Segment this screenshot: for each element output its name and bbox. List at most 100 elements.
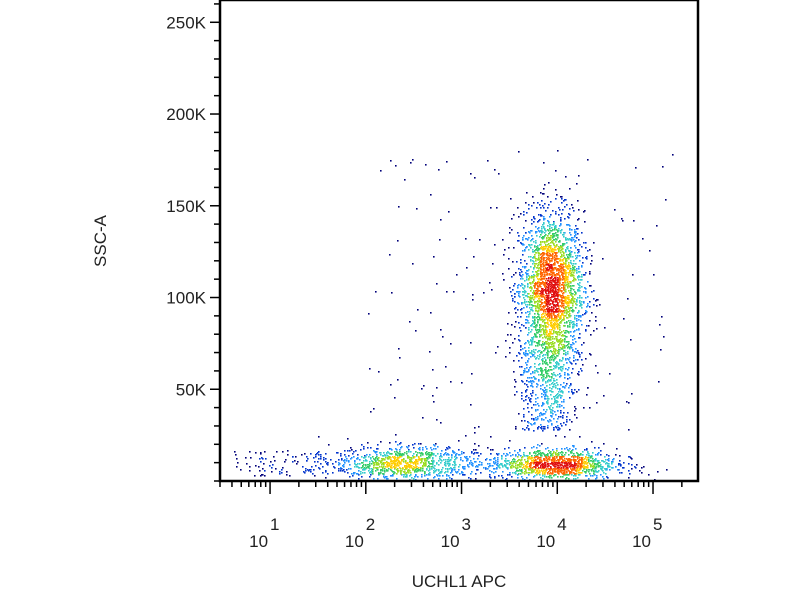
data-point [539, 262, 541, 264]
data-point [527, 239, 529, 241]
data-point [566, 472, 568, 474]
data-point [539, 471, 541, 473]
data-point [568, 478, 570, 480]
data-point [507, 463, 509, 465]
data-point [469, 462, 471, 464]
data-point [540, 368, 542, 370]
data-point [499, 467, 501, 469]
data-point [553, 350, 555, 352]
data-point [560, 476, 562, 478]
data-point [558, 280, 560, 282]
data-point [595, 478, 597, 480]
data-point [560, 332, 562, 334]
data-point [535, 242, 537, 244]
data-point [566, 345, 568, 347]
data-point [483, 292, 485, 294]
data-point [561, 267, 563, 269]
data-point [471, 462, 473, 464]
data-point [449, 463, 451, 465]
data-point [571, 240, 573, 242]
data-point [576, 452, 578, 454]
data-point [376, 454, 378, 456]
data-point [586, 394, 588, 396]
data-point [529, 452, 531, 454]
data-point [555, 332, 557, 334]
data-point [566, 224, 568, 226]
data-point [467, 459, 469, 461]
data-point [542, 472, 544, 474]
data-point [388, 462, 390, 464]
data-point [515, 463, 517, 465]
data-point [558, 473, 560, 475]
data-point [570, 301, 572, 303]
data-point [439, 458, 441, 460]
data-point [573, 392, 575, 394]
data-point [526, 472, 528, 474]
data-point [570, 288, 572, 290]
data-point [582, 470, 584, 472]
data-point [399, 467, 401, 469]
data-point [530, 230, 532, 232]
data-point [586, 466, 588, 468]
data-point [565, 291, 567, 293]
data-point [558, 214, 560, 216]
data-point [549, 316, 551, 318]
data-point [421, 452, 423, 454]
data-point [573, 469, 575, 471]
data-point [373, 463, 375, 465]
data-point [555, 453, 557, 455]
data-point [532, 295, 534, 297]
data-point [525, 466, 527, 468]
data-point [311, 466, 313, 468]
data-point [555, 471, 557, 473]
data-point [250, 457, 252, 459]
data-point [550, 255, 552, 257]
data-point [573, 279, 575, 281]
data-point [521, 462, 523, 464]
data-point [573, 460, 575, 462]
data-point [405, 460, 407, 462]
data-point [520, 466, 522, 468]
data-point [551, 423, 553, 425]
data-point [537, 470, 539, 472]
data-point [554, 383, 556, 385]
data-point [519, 296, 521, 298]
data-point [548, 334, 550, 336]
data-point [590, 354, 592, 356]
data-point [516, 291, 518, 293]
data-point [562, 279, 564, 281]
data-point [567, 265, 569, 267]
data-point [531, 340, 533, 342]
data-point [487, 468, 489, 470]
data-point [504, 460, 506, 462]
data-point [635, 467, 637, 469]
data-point [563, 236, 565, 238]
data-point [563, 412, 565, 414]
data-point [554, 325, 556, 327]
data-point [566, 247, 568, 249]
data-point [434, 468, 436, 470]
data-point [548, 476, 550, 478]
data-point [508, 268, 510, 270]
data-point [539, 204, 541, 206]
data-point [533, 257, 535, 259]
data-point [390, 457, 392, 459]
data-point [577, 276, 579, 278]
data-point [535, 260, 537, 262]
data-point [558, 270, 560, 272]
data-point [603, 478, 605, 480]
data-point [567, 311, 569, 313]
data-point [534, 334, 536, 336]
data-point [544, 302, 546, 304]
data-point [540, 244, 542, 246]
data-point [553, 372, 555, 374]
data-point [494, 468, 496, 470]
data-point [566, 277, 568, 279]
data-point [510, 334, 512, 336]
data-point [561, 395, 563, 397]
data-point [578, 310, 580, 312]
data-point [550, 325, 552, 327]
data-point [539, 415, 541, 417]
data-point [575, 234, 577, 236]
data-point [555, 452, 557, 454]
